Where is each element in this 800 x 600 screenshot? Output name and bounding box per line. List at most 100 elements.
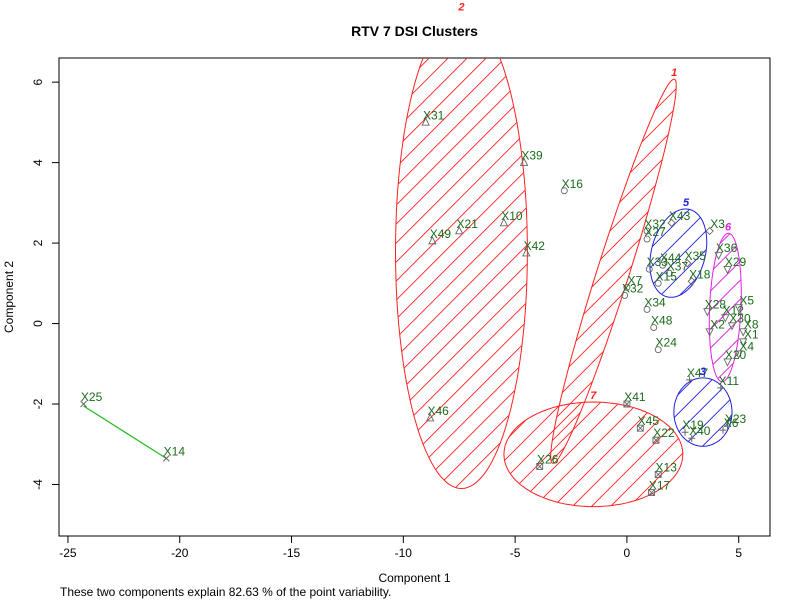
point-label: X16 bbox=[562, 177, 584, 191]
point-marker bbox=[636, 424, 644, 432]
point-label: X35 bbox=[685, 249, 707, 263]
point-marker bbox=[648, 489, 655, 496]
point-label: X7 bbox=[628, 273, 643, 287]
point-label: X47 bbox=[687, 366, 709, 380]
data-point: X35 bbox=[683, 249, 707, 268]
point-label: X12 bbox=[723, 304, 745, 318]
y-tick-label: 4 bbox=[31, 159, 45, 166]
x-axis-label: Component 1 bbox=[378, 571, 450, 585]
point-marker bbox=[705, 328, 714, 337]
point-label: X1 bbox=[744, 328, 759, 342]
y-tick-label: 6 bbox=[31, 78, 45, 85]
point-marker bbox=[560, 187, 568, 195]
data-point: X49 bbox=[428, 227, 452, 245]
data-point: X7 bbox=[623, 273, 643, 291]
data-point: X48 bbox=[650, 314, 673, 332]
data-point: X28 bbox=[703, 297, 727, 317]
point-marker bbox=[519, 157, 529, 166]
point-marker bbox=[681, 428, 689, 436]
data-point: X4 bbox=[734, 340, 754, 359]
point-marker bbox=[723, 265, 732, 275]
point-label: X30 bbox=[729, 312, 751, 326]
point-label: X42 bbox=[524, 239, 546, 253]
point-marker bbox=[643, 227, 651, 235]
y-tick-label: -4 bbox=[31, 479, 45, 490]
point-marker bbox=[724, 422, 732, 430]
point-label: X13 bbox=[656, 460, 678, 474]
data-point: X39 bbox=[519, 149, 543, 166]
point-label: X25 bbox=[81, 390, 103, 404]
y-axis-label: Component 2 bbox=[2, 261, 16, 333]
y-tick-label: 2 bbox=[31, 239, 45, 246]
cluster-7-ellipse bbox=[503, 401, 684, 508]
point-label: X10 bbox=[501, 209, 523, 223]
point-label: X24 bbox=[656, 336, 678, 350]
y-tick-label: 0 bbox=[31, 320, 45, 327]
point-marker bbox=[652, 436, 660, 444]
point-label: X3 bbox=[710, 217, 725, 231]
point-marker bbox=[428, 236, 437, 245]
data-point: X40 bbox=[688, 424, 711, 442]
cluster-6-label: 6 bbox=[725, 221, 732, 233]
point-marker bbox=[727, 322, 737, 331]
data-point: X14 bbox=[162, 444, 185, 462]
cluster-2-ellipse bbox=[394, 58, 528, 490]
data-point: X10 bbox=[499, 209, 523, 227]
point-label: X44 bbox=[660, 251, 682, 265]
data-point: X43 bbox=[667, 209, 691, 228]
cluster-3-label: 3 bbox=[700, 366, 706, 378]
point-marker bbox=[665, 269, 673, 277]
x-tick-label: -10 bbox=[395, 546, 413, 560]
point-label: X2 bbox=[710, 318, 725, 332]
point-label: X49 bbox=[430, 227, 452, 241]
point-label: X22 bbox=[653, 426, 675, 440]
point-label: X27 bbox=[644, 225, 666, 239]
data-point: X12 bbox=[721, 304, 745, 323]
point-label: X26 bbox=[537, 452, 559, 466]
point-marker bbox=[721, 314, 730, 323]
point-label: X40 bbox=[689, 424, 711, 438]
data-point: X3 bbox=[705, 217, 725, 236]
point-marker bbox=[723, 358, 732, 367]
point-marker bbox=[643, 306, 651, 313]
point-marker bbox=[162, 454, 170, 462]
point-marker bbox=[738, 328, 748, 337]
plot-area: X31X39X21X10X49X42X46X16X32X27X33X44X37X… bbox=[80, 58, 759, 508]
data-point: X15 bbox=[654, 269, 678, 287]
point-label: X15 bbox=[656, 269, 678, 283]
x-tick-label: 5 bbox=[735, 546, 742, 560]
point-marker bbox=[714, 251, 723, 261]
plot-frame bbox=[58, 57, 771, 537]
data-point: X32 bbox=[621, 281, 644, 299]
data-point: X34 bbox=[643, 295, 666, 313]
point-marker bbox=[80, 400, 87, 408]
point-marker bbox=[645, 265, 653, 273]
point-label: X36 bbox=[716, 241, 738, 255]
point-marker bbox=[667, 218, 676, 228]
data-point: X41 bbox=[623, 390, 646, 408]
point-marker bbox=[738, 338, 748, 347]
data-point: X47 bbox=[686, 366, 709, 384]
x-tick-label: -20 bbox=[171, 546, 189, 560]
cluster-6-ellipse bbox=[708, 232, 742, 383]
data-point: X24 bbox=[654, 336, 678, 354]
point-label: X28 bbox=[705, 297, 727, 311]
point-label: X43 bbox=[669, 209, 691, 223]
data-point: X42 bbox=[522, 239, 546, 257]
data-point: X17 bbox=[648, 479, 670, 496]
point-label: X33 bbox=[647, 255, 669, 269]
data-point: X22 bbox=[652, 426, 675, 444]
data-point: X1 bbox=[738, 328, 759, 347]
point-label: X11 bbox=[719, 374, 740, 388]
point-label: X29 bbox=[725, 255, 747, 269]
data-point: X20 bbox=[723, 348, 747, 367]
data-point: X19 bbox=[681, 418, 704, 436]
point-marker bbox=[499, 217, 509, 227]
data-point: X11 bbox=[717, 374, 739, 392]
point-marker bbox=[683, 259, 692, 268]
point-marker bbox=[717, 384, 725, 392]
point-label: X19 bbox=[682, 418, 704, 432]
point-marker bbox=[643, 235, 651, 243]
point-marker bbox=[654, 279, 662, 287]
